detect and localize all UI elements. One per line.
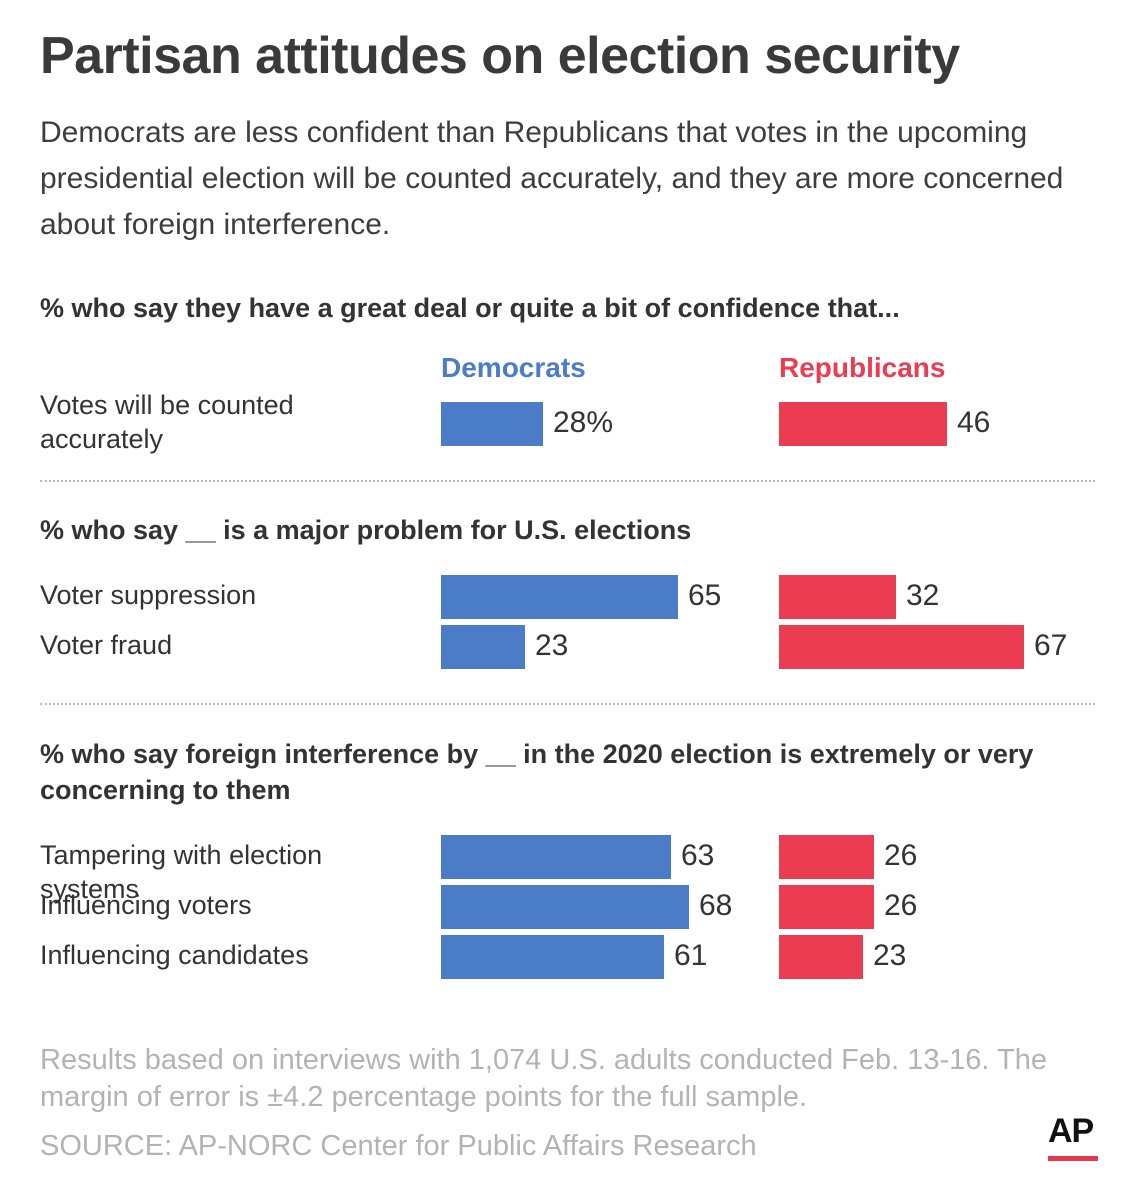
source-note: SOURCE: AP-NORC Center for Public Affair… (40, 1130, 757, 1162)
section-divider (40, 703, 1095, 705)
ap-logo: AP (1048, 1112, 1100, 1164)
bar-republicans-voter-suppression (779, 575, 896, 619)
value-label-republicans-influencing-voters: 26 (884, 889, 918, 922)
value-label-republicans-voter-suppression: 32 (906, 579, 940, 612)
bar-republicans-voter-fraud (779, 625, 1024, 669)
bar-democrats-influencing-candidates (441, 935, 664, 979)
section-heading-confidence: % who say they have a great deal or quit… (40, 293, 900, 323)
section-heading-foreign-interference: % who say foreign interference by __ in … (40, 739, 1034, 805)
value-label-democrats-influencing-candidates: 61 (674, 939, 708, 972)
row-label-influencing-voters: Influencing voters (40, 890, 252, 920)
value-label-democrats-voter-suppression: 65 (688, 579, 722, 612)
chart-subtitle: Democrats are less confident than Republ… (40, 116, 1064, 241)
chart-title: Partisan attitudes on election security (40, 27, 960, 85)
bar-republicans-influencing-voters (779, 885, 874, 929)
row-label-voter-fraud: Voter fraud (40, 630, 173, 660)
bar-republicans-votes-will-be-counted-accurately (779, 402, 947, 446)
row-label-votes-will-be-counted-accurately: Votes will be counted accurately (40, 390, 294, 454)
value-label-republicans-tampering-with-election-systems: 26 (884, 839, 918, 872)
value-label-republicans-votes-will-be-counted-accurately: 46 (957, 406, 991, 439)
value-label-democrats-tampering-with-election-systems: 63 (681, 839, 715, 872)
value-label-democrats-votes-will-be-counted-accurately: 28% (553, 406, 614, 439)
value-label-democrats-voter-fraud: 23 (535, 629, 569, 662)
row-label-voter-suppression: Voter suppression (40, 580, 257, 610)
row-label-tampering-with-election-systems: Tampering with election systems (40, 840, 323, 904)
value-label-democrats-influencing-voters: 68 (699, 889, 733, 922)
bar-democrats-tampering-with-election-systems (441, 835, 671, 879)
bar-democrats-votes-will-be-counted-accurately (441, 402, 543, 446)
bar-democrats-voter-fraud (441, 625, 525, 669)
row-label-influencing-candidates: Influencing candidates (40, 940, 309, 970)
bar-democrats-voter-suppression (441, 575, 678, 619)
ap-logo-rule (1048, 1156, 1098, 1161)
legend-democrats: Democrats (441, 352, 586, 383)
section-divider (40, 480, 1095, 482)
bar-republicans-tampering-with-election-systems (779, 835, 874, 879)
bar-republicans-influencing-candidates (779, 935, 863, 979)
bar-democrats-influencing-voters (441, 885, 689, 929)
section-heading-major-problem: % who say __ is a major problem for U.S.… (40, 515, 692, 545)
value-label-republicans-voter-fraud: 67 (1034, 629, 1068, 662)
value-label-republicans-influencing-candidates: 23 (873, 939, 907, 972)
footnote: Results based on interviews with 1,074 U… (40, 1044, 1047, 1113)
legend-republicans: Republicans (779, 352, 946, 383)
ap-logo-text: AP (1048, 1112, 1094, 1150)
